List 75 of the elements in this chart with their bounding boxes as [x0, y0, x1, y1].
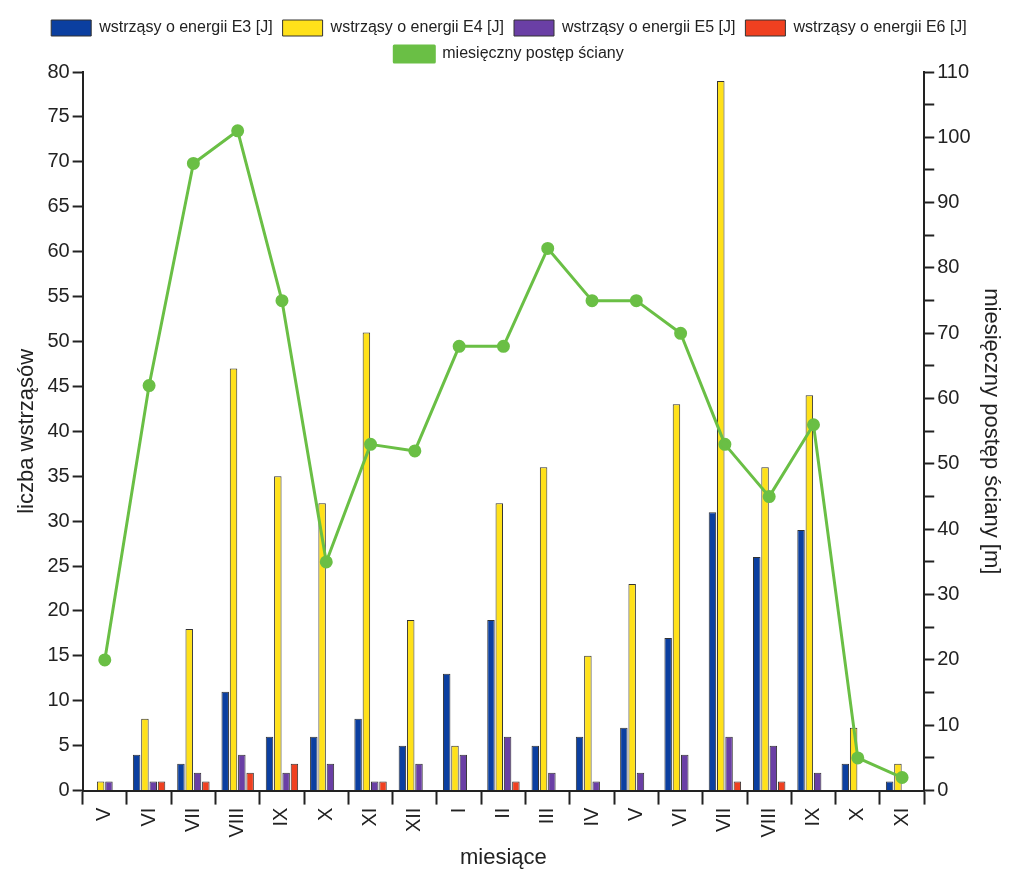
point: [496, 339, 510, 353]
x-tick-label: X: [313, 807, 336, 821]
y2-tick-label: 110: [937, 59, 970, 82]
point: [364, 437, 378, 451]
y-tick-label: 60: [47, 239, 70, 262]
point: [275, 294, 289, 308]
y2-tick-label: 0: [937, 778, 949, 801]
y-tick-label: 70: [47, 149, 70, 172]
y-tick-label: 5: [58, 733, 70, 756]
y-tick-label: 40: [47, 418, 70, 441]
y2-tick-label: 90: [937, 190, 960, 213]
x-axis-title: miesiące: [460, 843, 547, 869]
y2-tick-label: 40: [937, 516, 960, 539]
point: [674, 326, 688, 340]
legend-label: wstrząsy o energii E4 [J]: [329, 18, 505, 36]
y-tick-label: 80: [47, 59, 70, 82]
y2-tick-label: 20: [937, 647, 960, 670]
x-tick-label: VIII: [225, 807, 248, 838]
y-tick-label: 15: [47, 643, 70, 666]
x-tick-label: X: [845, 807, 868, 821]
y-tick-label: 75: [47, 104, 70, 127]
x-tick-label: IV: [579, 806, 602, 827]
y-tick-label: 35: [47, 463, 70, 486]
point: [98, 653, 112, 667]
y2-tick-label: 30: [937, 582, 960, 605]
point: [629, 294, 643, 308]
legend-label: wstrząsy o energii E6 [J]: [792, 18, 967, 36]
x-tick-label: IX: [801, 807, 824, 827]
x-tick-label: IX: [269, 807, 292, 827]
y-tick-label: 25: [47, 553, 70, 576]
y2-tick-label: 70: [937, 320, 960, 343]
legend-label: miesięczny postęp ściany: [442, 44, 624, 62]
y-tick-label: 50: [47, 328, 70, 351]
y2-axis-title: miesięczny postęp ściany [m]: [979, 288, 1005, 575]
x-tick-label: V: [623, 806, 646, 821]
point: [186, 156, 200, 170]
x-tick-label: XI: [358, 807, 381, 827]
y2-tick-label: 50: [937, 451, 960, 474]
x-tick-label: III: [535, 807, 558, 825]
point: [807, 418, 820, 432]
y2-tick-label: 100: [937, 124, 971, 147]
y-tick-label: 20: [47, 598, 70, 621]
y-tick-label: 0: [58, 778, 70, 801]
x-tick-label: II: [490, 807, 513, 819]
point: [231, 124, 245, 138]
point: [585, 294, 599, 308]
legend-label: wstrząsy o energii E3 [J]: [98, 18, 273, 36]
y-tick-label: 55: [47, 284, 70, 307]
legend-label: wstrząsy o energii E5 [J]: [561, 18, 736, 36]
x-tick-label: VII: [712, 807, 735, 833]
x-tick-label: I: [446, 807, 469, 814]
point: [895, 771, 909, 785]
y-tick-label: 30: [47, 508, 70, 531]
x-tick-label: V: [92, 806, 115, 821]
x-tick-label: VIII: [756, 807, 779, 838]
x-tick-label: XI: [889, 807, 912, 827]
x-tick-label: VII: [180, 807, 203, 833]
x-tick-label: VI: [136, 807, 159, 827]
y2-tick-label: 80: [937, 255, 960, 278]
y-tick-label: 45: [47, 373, 70, 396]
x-tick-label: XII: [402, 807, 425, 833]
point: [319, 555, 333, 569]
point: [851, 751, 865, 765]
y-tick-label: 10: [47, 688, 70, 711]
y-axis-title: liczba wstrząsów: [13, 348, 39, 514]
x-tick-label: VI: [668, 807, 691, 827]
y2-tick-label: 60: [937, 386, 960, 409]
point: [142, 379, 156, 393]
point: [541, 241, 555, 255]
point: [408, 444, 422, 458]
y2-tick-label: 10: [937, 712, 960, 735]
y-tick-label: 65: [47, 194, 70, 217]
point: [452, 339, 466, 353]
point: [762, 490, 776, 504]
point: [718, 437, 732, 451]
